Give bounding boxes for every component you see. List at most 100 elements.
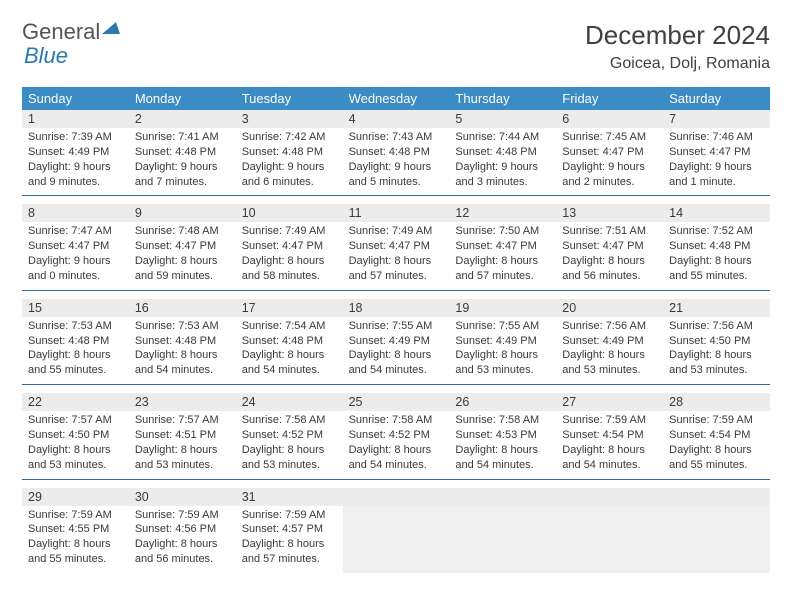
day-cell: 22Sunrise: 7:57 AMSunset: 4:50 PMDayligh… (22, 393, 129, 478)
daylight-line: Daylight: 8 hours and 54 minutes. (349, 348, 444, 378)
week-row: 22Sunrise: 7:57 AMSunset: 4:50 PMDayligh… (22, 393, 770, 479)
day-cell: 16Sunrise: 7:53 AMSunset: 4:48 PMDayligh… (129, 299, 236, 384)
day-body: Sunrise: 7:45 AMSunset: 4:47 PMDaylight:… (556, 128, 663, 195)
day-body: Sunrise: 7:51 AMSunset: 4:47 PMDaylight:… (556, 222, 663, 289)
day-body: Sunrise: 7:48 AMSunset: 4:47 PMDaylight:… (129, 222, 236, 289)
day-number: 2 (129, 110, 236, 128)
day-body: Sunrise: 7:52 AMSunset: 4:48 PMDaylight:… (663, 222, 770, 289)
daylight-line: Daylight: 9 hours and 0 minutes. (28, 254, 123, 284)
sunrise-line: Sunrise: 7:57 AM (135, 413, 230, 428)
day-number: 28 (663, 393, 770, 411)
day-cell: 14Sunrise: 7:52 AMSunset: 4:48 PMDayligh… (663, 204, 770, 289)
daylight-line: Daylight: 9 hours and 3 minutes. (455, 160, 550, 190)
day-cell: 2Sunrise: 7:41 AMSunset: 4:48 PMDaylight… (129, 110, 236, 195)
sunrise-line: Sunrise: 7:51 AM (562, 224, 657, 239)
day-number: 22 (22, 393, 129, 411)
day-cell (663, 488, 770, 573)
sunset-line: Sunset: 4:51 PM (135, 428, 230, 443)
day-number: 24 (236, 393, 343, 411)
daylight-line: Daylight: 9 hours and 1 minute. (669, 160, 764, 190)
sunset-line: Sunset: 4:48 PM (28, 334, 123, 349)
sunset-line: Sunset: 4:49 PM (455, 334, 550, 349)
weekday-header: SundayMondayTuesdayWednesdayThursdayFrid… (22, 87, 770, 110)
day-number: 4 (343, 110, 450, 128)
sunset-line: Sunset: 4:48 PM (669, 239, 764, 254)
day-cell: 7Sunrise: 7:46 AMSunset: 4:47 PMDaylight… (663, 110, 770, 195)
day-number-empty (556, 488, 663, 506)
day-body: Sunrise: 7:49 AMSunset: 4:47 PMDaylight:… (343, 222, 450, 289)
daylight-line: Daylight: 9 hours and 7 minutes. (135, 160, 230, 190)
sunset-line: Sunset: 4:47 PM (349, 239, 444, 254)
weekday-header-cell: Saturday (663, 87, 770, 110)
day-number: 26 (449, 393, 556, 411)
sunrise-line: Sunrise: 7:58 AM (242, 413, 337, 428)
daylight-line: Daylight: 8 hours and 54 minutes. (455, 443, 550, 473)
day-cell (343, 488, 450, 573)
day-body: Sunrise: 7:41 AMSunset: 4:48 PMDaylight:… (129, 128, 236, 195)
location: Goicea, Dolj, Romania (585, 55, 770, 73)
day-number: 1 (22, 110, 129, 128)
logo-triangle-icon (102, 22, 120, 41)
daylight-line: Daylight: 8 hours and 54 minutes. (242, 348, 337, 378)
day-cell: 10Sunrise: 7:49 AMSunset: 4:47 PMDayligh… (236, 204, 343, 289)
sunrise-line: Sunrise: 7:43 AM (349, 130, 444, 145)
day-cell: 18Sunrise: 7:55 AMSunset: 4:49 PMDayligh… (343, 299, 450, 384)
sunset-line: Sunset: 4:54 PM (562, 428, 657, 443)
weekday-header-cell: Tuesday (236, 87, 343, 110)
sunrise-line: Sunrise: 7:55 AM (349, 319, 444, 334)
day-body: Sunrise: 7:44 AMSunset: 4:48 PMDaylight:… (449, 128, 556, 195)
day-cell: 20Sunrise: 7:56 AMSunset: 4:49 PMDayligh… (556, 299, 663, 384)
sunrise-line: Sunrise: 7:57 AM (28, 413, 123, 428)
daylight-line: Daylight: 8 hours and 59 minutes. (135, 254, 230, 284)
sunset-line: Sunset: 4:48 PM (349, 145, 444, 160)
sunrise-line: Sunrise: 7:59 AM (669, 413, 764, 428)
sunrise-line: Sunrise: 7:53 AM (135, 319, 230, 334)
day-number: 8 (22, 204, 129, 222)
day-number: 31 (236, 488, 343, 506)
day-cell: 6Sunrise: 7:45 AMSunset: 4:47 PMDaylight… (556, 110, 663, 195)
day-body: Sunrise: 7:46 AMSunset: 4:47 PMDaylight:… (663, 128, 770, 195)
sunset-line: Sunset: 4:48 PM (135, 145, 230, 160)
sunset-line: Sunset: 4:49 PM (349, 334, 444, 349)
day-number: 17 (236, 299, 343, 317)
day-number: 20 (556, 299, 663, 317)
daylight-line: Daylight: 8 hours and 57 minutes. (349, 254, 444, 284)
sunrise-line: Sunrise: 7:44 AM (455, 130, 550, 145)
week-row: 8Sunrise: 7:47 AMSunset: 4:47 PMDaylight… (22, 204, 770, 290)
day-cell: 9Sunrise: 7:48 AMSunset: 4:47 PMDaylight… (129, 204, 236, 289)
day-body: Sunrise: 7:42 AMSunset: 4:48 PMDaylight:… (236, 128, 343, 195)
day-cell: 25Sunrise: 7:58 AMSunset: 4:52 PMDayligh… (343, 393, 450, 478)
day-number-empty (663, 488, 770, 506)
logo-text-wrap: General Blue (22, 20, 120, 68)
day-number: 25 (343, 393, 450, 411)
day-body: Sunrise: 7:58 AMSunset: 4:52 PMDaylight:… (236, 411, 343, 478)
day-body: Sunrise: 7:59 AMSunset: 4:54 PMDaylight:… (556, 411, 663, 478)
sunset-line: Sunset: 4:52 PM (349, 428, 444, 443)
day-number: 21 (663, 299, 770, 317)
day-body: Sunrise: 7:49 AMSunset: 4:47 PMDaylight:… (236, 222, 343, 289)
sunrise-line: Sunrise: 7:54 AM (242, 319, 337, 334)
day-body: Sunrise: 7:57 AMSunset: 4:51 PMDaylight:… (129, 411, 236, 478)
day-cell: 13Sunrise: 7:51 AMSunset: 4:47 PMDayligh… (556, 204, 663, 289)
day-cell: 15Sunrise: 7:53 AMSunset: 4:48 PMDayligh… (22, 299, 129, 384)
sunset-line: Sunset: 4:47 PM (562, 145, 657, 160)
daylight-line: Daylight: 8 hours and 57 minutes. (455, 254, 550, 284)
day-body: Sunrise: 7:59 AMSunset: 4:54 PMDaylight:… (663, 411, 770, 478)
sunset-line: Sunset: 4:49 PM (562, 334, 657, 349)
day-body: Sunrise: 7:58 AMSunset: 4:52 PMDaylight:… (343, 411, 450, 478)
sunset-line: Sunset: 4:54 PM (669, 428, 764, 443)
daylight-line: Daylight: 8 hours and 55 minutes. (669, 443, 764, 473)
daylight-line: Daylight: 9 hours and 6 minutes. (242, 160, 337, 190)
day-body: Sunrise: 7:54 AMSunset: 4:48 PMDaylight:… (236, 317, 343, 384)
sunset-line: Sunset: 4:48 PM (455, 145, 550, 160)
day-body: Sunrise: 7:55 AMSunset: 4:49 PMDaylight:… (449, 317, 556, 384)
day-cell: 19Sunrise: 7:55 AMSunset: 4:49 PMDayligh… (449, 299, 556, 384)
day-cell: 21Sunrise: 7:56 AMSunset: 4:50 PMDayligh… (663, 299, 770, 384)
day-cell: 26Sunrise: 7:58 AMSunset: 4:53 PMDayligh… (449, 393, 556, 478)
daylight-line: Daylight: 9 hours and 9 minutes. (28, 160, 123, 190)
sunrise-line: Sunrise: 7:41 AM (135, 130, 230, 145)
day-body: Sunrise: 7:43 AMSunset: 4:48 PMDaylight:… (343, 128, 450, 195)
day-body: Sunrise: 7:53 AMSunset: 4:48 PMDaylight:… (22, 317, 129, 384)
day-cell: 29Sunrise: 7:59 AMSunset: 4:55 PMDayligh… (22, 488, 129, 573)
day-number: 23 (129, 393, 236, 411)
